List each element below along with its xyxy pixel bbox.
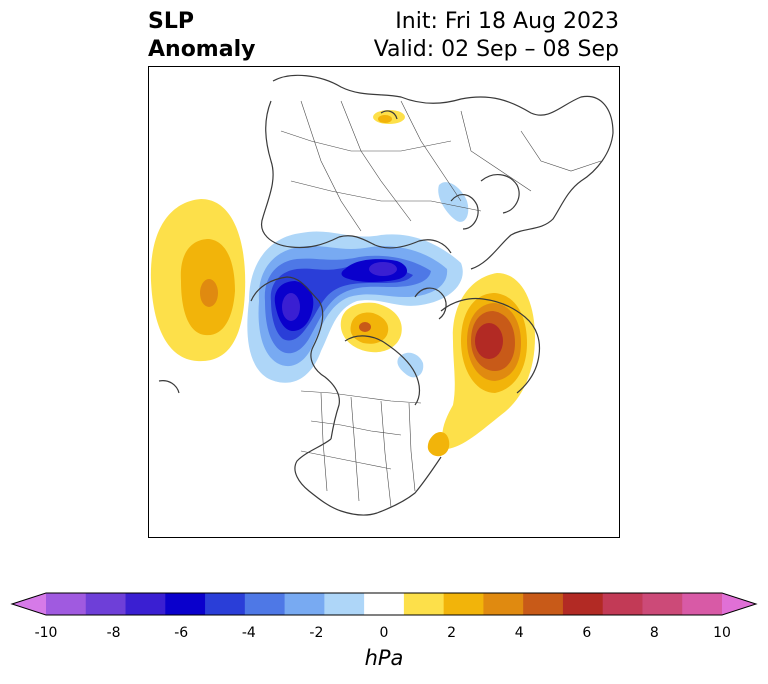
colorbar-cell [562,593,604,615]
map-canvas [150,74,614,516]
colorbar-tick-label: 2 [447,625,457,641]
colorbar-extend-max [722,593,756,615]
country-borders [280,100,602,508]
title-line-1: SLP [148,9,194,34]
map-panel [148,66,620,538]
title-line-2: Anomaly [148,37,256,62]
colorbar-outline [10,592,758,616]
init-date-label: Init: Fri 18 Aug 2023 [395,9,619,34]
colorbar-tick-label: -4 [241,625,256,641]
colorbar-cell [523,593,564,615]
colorbar-tick-label: -8 [106,625,121,641]
colorbar-tick-label: 8 [649,625,659,641]
coastlines [158,74,614,516]
colorbar-unit-label: hPa [364,646,404,670]
anomaly-north-atlantic-high [427,273,535,457]
colorbar-cell [284,593,325,615]
anomaly-hudson-bay-high [340,302,402,353]
colorbar-cell [46,593,87,615]
colorbar-cell [85,593,127,615]
anomaly-north-pacific-high [150,199,246,362]
date-info: Init: Fri 18 Aug 2023 Valid: 02 Sep – 08… [374,8,619,64]
colorbar-tick-label: -2 [309,625,324,641]
colorbar-tick-label: 10 [713,625,731,641]
colorbar-tick-label: 6 [582,625,592,641]
colorbar-tick-label: -10 [34,625,58,641]
colorbar-extend-min [12,593,46,615]
colorbar-cell [403,593,445,615]
colorbar-tick-label: 4 [514,625,524,641]
colorbar-cell [244,593,286,615]
colorbar-cell [642,593,683,615]
colorbar-cell [125,593,166,615]
colorbar-cell [682,593,723,615]
colorbar-cell [205,593,246,615]
colorbar-cell [483,593,524,615]
colorbar-cell [364,593,405,615]
colorbar-cell [165,593,206,615]
colorbar-tick-label: -6 [174,625,189,641]
colorbar-cell [324,593,365,615]
colorbar-cell [602,593,643,615]
colorbar [10,592,758,616]
colorbar-cell [443,593,484,615]
map-title: SLP Anomaly [148,8,255,64]
valid-date-label: Valid: 02 Sep – 08 Sep [373,37,619,62]
colorbar-tick-label: 0 [379,625,389,641]
anomaly-alaska-arctic-low [247,182,469,383]
